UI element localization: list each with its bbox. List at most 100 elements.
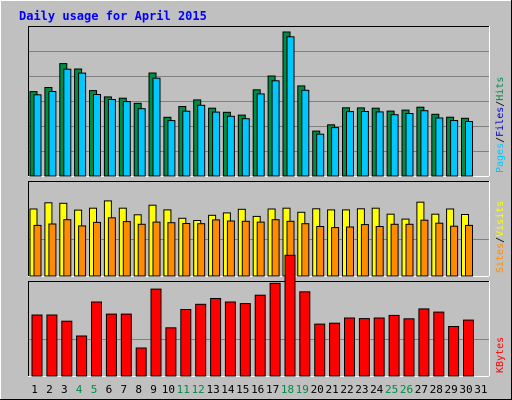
legend-item: Sites — [495, 243, 506, 273]
bars-kbytes — [31, 254, 474, 377]
bar-files-day-29 — [450, 120, 459, 177]
chart-title: Daily usage for April 2015 — [19, 9, 207, 23]
bar-kbytes-day-26 — [403, 318, 415, 377]
legend-item: KBytes — [495, 337, 506, 373]
bar-sites-day-6 — [107, 217, 116, 277]
bar-kbytes-day-4 — [76, 335, 88, 377]
day-label-3: 3 — [61, 383, 68, 396]
bar-files-day-3 — [63, 68, 72, 177]
bar-kbytes-day-3 — [61, 320, 73, 377]
legend-item: Visits — [495, 201, 506, 237]
day-label-6: 6 — [106, 383, 113, 396]
bar-files-day-6 — [107, 99, 116, 177]
bar-sites-day-3 — [63, 219, 72, 277]
legend-text-kbytes: KBytes — [495, 337, 506, 373]
day-label-30: 30 — [459, 383, 472, 396]
bar-files-day-23 — [360, 111, 369, 177]
bars-hits-files-pages — [29, 31, 473, 177]
bar-sites-day-24 — [375, 226, 384, 277]
bar-kbytes-day-14 — [224, 301, 236, 377]
bar-kbytes-day-28 — [433, 311, 445, 377]
bar-sites-day-20 — [316, 226, 325, 277]
bar-kbytes-day-30 — [463, 319, 474, 377]
day-label-27: 27 — [415, 383, 428, 396]
day-label-11: 11 — [177, 383, 190, 396]
bar-kbytes-day-7 — [120, 313, 132, 377]
bar-sites-day-25 — [390, 223, 399, 277]
bar-files-day-26 — [405, 113, 414, 177]
day-label-9: 9 — [150, 383, 157, 396]
bar-sites-day-11 — [182, 223, 191, 277]
day-label-15: 15 — [236, 383, 249, 396]
day-label-4: 4 — [76, 383, 83, 396]
bar-kbytes-day-23 — [358, 318, 370, 377]
bar-kbytes-day-8 — [135, 347, 147, 377]
bar-files-day-14 — [226, 115, 235, 177]
bar-sites-day-8 — [137, 223, 146, 277]
day-label-12: 12 — [192, 383, 205, 396]
bar-kbytes-day-27 — [418, 308, 430, 377]
bar-sites-day-30 — [465, 224, 473, 277]
bar-kbytes-day-9 — [150, 288, 162, 377]
bar-files-day-16 — [256, 93, 265, 177]
panel-kbytes: KBytes — [28, 254, 506, 377]
bar-files-day-1 — [33, 94, 42, 177]
day-label-29: 29 — [444, 383, 457, 396]
day-label-10: 10 — [162, 383, 175, 396]
legend-text-visits-sites: Sites/Visits — [495, 201, 506, 273]
bar-files-day-5 — [93, 94, 101, 177]
bar-kbytes-day-10 — [165, 327, 177, 377]
day-label-31: 31 — [474, 383, 487, 396]
bar-files-day-20 — [316, 133, 325, 177]
day-label-20: 20 — [311, 383, 324, 396]
bar-sites-day-12 — [197, 223, 206, 277]
day-label-8: 8 — [135, 383, 142, 396]
panel-hits-files-pages: Pages/Files/Hits — [28, 26, 506, 177]
bar-files-day-4 — [78, 72, 87, 177]
legend-kbytes: KBytes — [495, 337, 506, 373]
bar-sites-day-9 — [152, 221, 161, 277]
legend-text-hits-files-pages: Pages/Files/Hits — [495, 77, 506, 173]
bar-sites-day-5 — [93, 221, 101, 277]
bar-files-day-17 — [271, 80, 280, 177]
bar-kbytes-day-20 — [314, 323, 326, 377]
bar-sites-day-10 — [167, 222, 176, 277]
bar-files-day-21 — [331, 127, 340, 177]
legend-item: Pages — [495, 143, 506, 173]
bar-sites-day-17 — [271, 219, 280, 277]
day-label-26: 26 — [400, 383, 413, 396]
legend-visits-sites: Sites/Visits — [495, 201, 506, 273]
bar-sites-day-29 — [450, 225, 459, 277]
bar-files-day-22 — [346, 111, 354, 177]
bar-kbytes-day-1 — [31, 314, 43, 377]
legend-hits-files-pages: Pages/Files/Hits — [495, 77, 506, 173]
bar-kbytes-day-24 — [373, 317, 385, 377]
bar-files-day-9 — [152, 77, 161, 177]
bar-kbytes-day-6 — [105, 313, 117, 377]
bar-sites-day-26 — [405, 223, 414, 277]
day-label-16: 16 — [251, 383, 264, 396]
day-label-14: 14 — [221, 383, 235, 396]
bar-kbytes-day-29 — [448, 326, 460, 377]
day-label-24: 24 — [370, 383, 384, 396]
bar-files-day-13 — [212, 111, 221, 177]
bar-kbytes-day-17 — [269, 282, 281, 377]
legend-item: / — [495, 137, 506, 143]
day-label-21: 21 — [325, 383, 338, 396]
bar-files-day-28 — [435, 117, 444, 177]
bar-files-day-15 — [241, 118, 250, 177]
bar-sites-day-27 — [420, 219, 429, 277]
bar-kbytes-day-18 — [284, 254, 296, 377]
bar-kbytes-day-16 — [254, 294, 266, 377]
day-label-7: 7 — [120, 383, 127, 396]
day-label-25: 25 — [385, 383, 398, 396]
bar-kbytes-day-25 — [388, 314, 400, 377]
day-label-1: 1 — [31, 383, 38, 396]
bar-sites-day-19 — [301, 223, 310, 277]
bar-files-day-8 — [137, 108, 146, 177]
day-labels: 1 2 3 4 5 6 7 8 9 10 11 12 13 14 15 16 17 18 19 20 21 22 23 24 2… — [31, 383, 487, 396]
bar-files-day-7 — [122, 101, 131, 177]
bar-sites-day-16 — [256, 221, 265, 277]
legend-item: Hits — [495, 77, 506, 101]
